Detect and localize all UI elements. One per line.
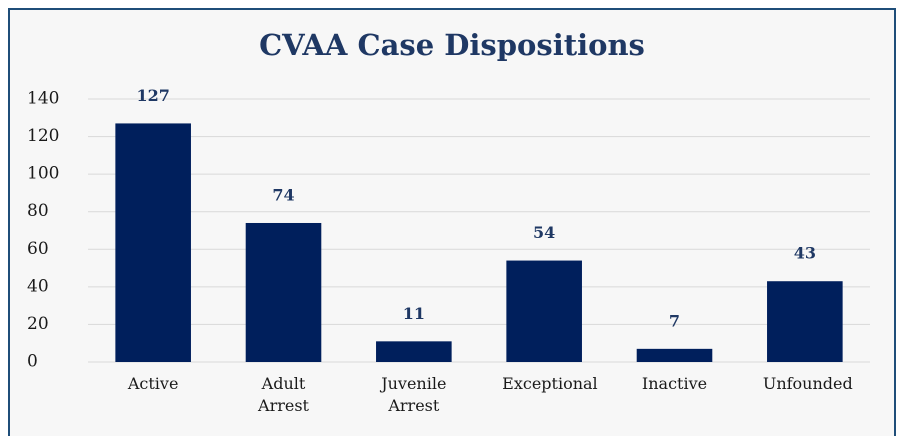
bar — [506, 260, 582, 362]
x-tick-label: Exceptional — [502, 374, 598, 393]
y-tick-label: 140 — [27, 89, 59, 109]
value-label: 43 — [794, 244, 816, 263]
y-tick-label: 60 — [27, 239, 49, 259]
value-label: 74 — [272, 185, 294, 204]
y-tick-label: 0 — [27, 352, 38, 372]
x-tick-label: Unfounded — [762, 374, 853, 393]
value-label: 11 — [403, 304, 425, 323]
bar — [376, 341, 452, 362]
x-tick-label: Juvenile Arrest — [381, 374, 447, 415]
y-tick-label: 40 — [27, 276, 49, 296]
y-tick-label: 20 — [27, 314, 49, 334]
y-tick-label: 100 — [27, 164, 59, 184]
bar — [115, 123, 191, 363]
y-tick-label: 120 — [27, 126, 59, 146]
value-label: 7 — [669, 311, 680, 330]
x-tick-label: Inactive — [641, 374, 708, 393]
x-tick-label: Adult Arrest — [258, 374, 309, 415]
chart-title: CVAA Case Dispositions — [259, 28, 645, 62]
y-tick-label: 80 — [27, 201, 49, 221]
bar — [636, 348, 713, 362]
value-label: 54 — [533, 223, 555, 242]
x-tick-label: Active — [127, 374, 179, 393]
bar — [767, 281, 843, 362]
value-label: 127 — [136, 86, 169, 105]
bar — [245, 222, 322, 362]
